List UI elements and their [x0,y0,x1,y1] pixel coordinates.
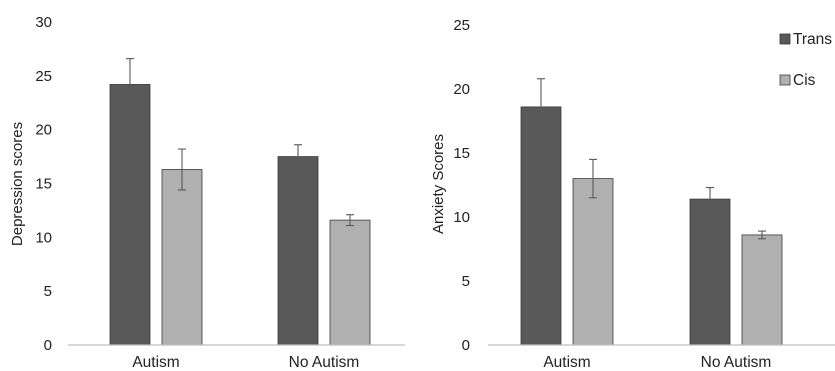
bar-trans-autism [520,106,562,346]
x-category-label: Autism [543,354,590,371]
legend: Trans Cis [779,31,832,89]
y-tick-label: 10 [453,209,470,226]
bar-trans-no-autism [689,198,731,346]
y-tick-label: 0 [44,337,52,354]
legend-label-trans: Trans [793,31,832,48]
y-axis-label: Anxiety Scores [430,134,447,234]
bar-cis-no-autism [329,219,371,346]
legend-label-cis: Cis [793,72,816,89]
y-axis-label: Depression scores [9,122,26,246]
y-tick-label: 5 [462,273,470,290]
y-tick-label: 20 [453,81,470,98]
depression-chart: 0 5 10 15 20 25 30 Depression scores Autism No Au… [9,14,405,371]
y-tick-label: 10 [35,229,52,246]
bar-cis-autism [572,178,614,346]
anxiety-chart: 0 5 10 15 20 25 Anxiety Scores Autism No Autism [430,17,835,371]
y-tick-label: 25 [35,68,52,85]
y-tick-label: 5 [44,283,52,300]
x-category-label: No Autism [289,354,360,371]
legend-swatch-trans [779,33,791,45]
x-category-label: Autism [132,354,179,371]
y-tick-label: 30 [35,14,52,31]
x-category-label: No Autism [701,354,772,371]
bar-cis-autism [161,169,203,346]
y-tick-label: 20 [35,122,52,139]
y-tick-label: 25 [453,17,470,34]
y-tick-label: 0 [462,337,470,354]
bar-trans-autism [109,84,151,346]
y-tick-label: 15 [453,145,470,162]
bar-trans-no-autism [277,156,319,346]
y-tick-label: 15 [35,176,52,193]
bar-cis-no-autism [741,234,783,346]
legend-swatch-cis [779,74,791,86]
